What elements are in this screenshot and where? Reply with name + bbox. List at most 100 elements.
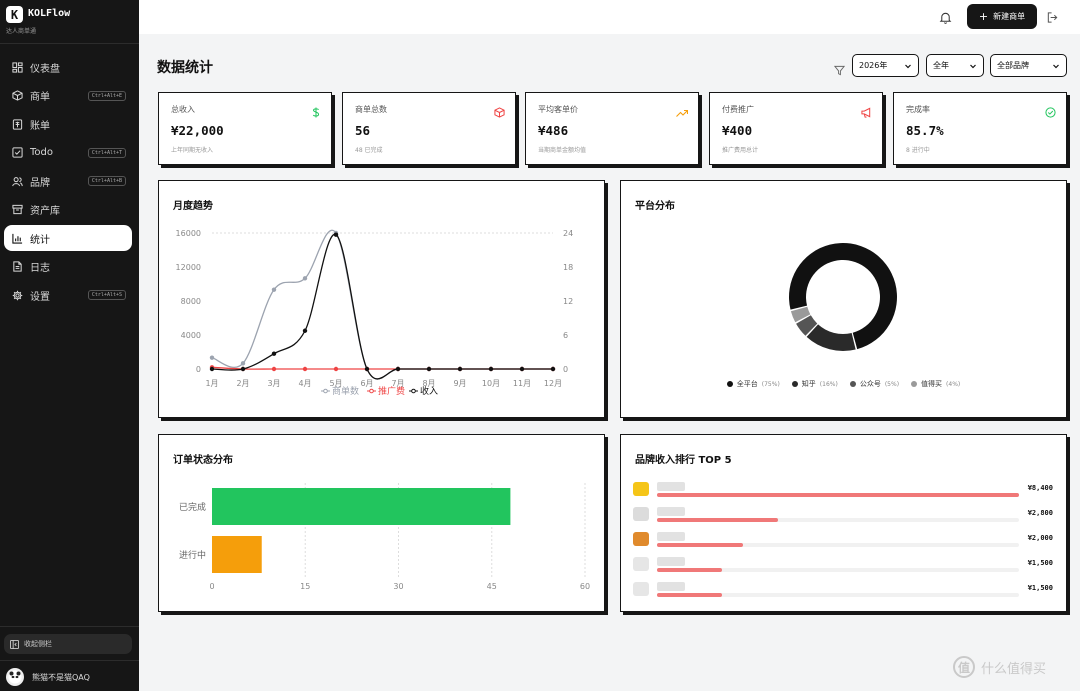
checkbox-icon	[11, 147, 23, 159]
x-tick-label: 4月	[298, 379, 311, 388]
legend-label: 值得买	[921, 380, 943, 388]
new-order-button[interactable]: + 新建商单	[967, 4, 1037, 29]
collapse-sidebar-button[interactable]: 收起侧栏	[4, 634, 132, 654]
bar-1	[212, 536, 262, 573]
year-select[interactable]: 2026年	[852, 54, 919, 77]
app-logo: K	[6, 6, 23, 23]
rank-bar-track	[657, 543, 1019, 547]
legend-item[interactable]: 全平台 (75%)	[726, 379, 780, 389]
x-tick-label: 3月	[267, 379, 280, 388]
shortcut-badge: Ctrl+Alt+B	[87, 176, 126, 186]
category-label: 进行中	[179, 549, 206, 561]
y-tick-label-left: 12000	[176, 263, 201, 272]
sidebar-item-label: 资产库	[30, 206, 60, 217]
legend-marker	[369, 388, 374, 394]
x-tick-label: 12月	[544, 379, 562, 388]
rank-bar-track	[657, 568, 1019, 572]
watermark-logo: 值	[953, 656, 975, 678]
sidebar-item-brands[interactable]: 品牌 Ctrl+Alt+B	[4, 168, 132, 194]
box-icon	[494, 103, 505, 122]
stat-subtext: 推广费用总计	[722, 147, 759, 154]
donut-legend: 全平台 (75%) 知乎 (16%) 公众号 (5%) 值得买 (4%)	[621, 379, 1066, 389]
plus-icon: +	[978, 9, 989, 23]
stat-card-promotion: 付费推广 ¥400 推广费用总计	[709, 92, 883, 165]
data-point	[333, 366, 339, 372]
app-name: KOLFlow	[28, 8, 71, 19]
data-point	[240, 361, 246, 366]
sidebar-item-label: 日志	[30, 263, 50, 274]
brand-rank-row[interactable]: ¥8,400	[633, 480, 1053, 500]
x-tick-label: 30	[393, 582, 403, 591]
brand-rank-row[interactable]: ¥1,500	[633, 555, 1053, 575]
shortcut-badge: Ctrl+Alt+E	[87, 90, 126, 101]
legend-item[interactable]: 知乎 (16%)	[791, 379, 838, 389]
brand-rank-row[interactable]: ¥2,000	[633, 530, 1053, 550]
x-tick-label: 10月	[482, 379, 500, 388]
chart-title: 订单状态分布	[173, 455, 233, 466]
donut-slice-3	[790, 306, 811, 323]
donut-slice-1	[806, 324, 856, 351]
y-tick-label-left: 4000	[181, 331, 201, 340]
data-point	[519, 366, 525, 372]
sidebar-item-todo[interactable]: Todo Ctrl+Alt+T	[4, 140, 132, 166]
chevron-down-icon	[904, 62, 912, 72]
legend-label: 公众号	[859, 380, 881, 388]
bell-icon[interactable]	[939, 9, 952, 28]
legend-item[interactable]: 值得买 (4%)	[911, 379, 960, 389]
bar-0	[212, 488, 511, 525]
monthly-trend-card: 月度趋势 0 4000 8000 12000 16000 0 6 12 18 24 1月 2月 3月 4月…	[158, 180, 605, 418]
data-point	[488, 366, 494, 372]
filter-icon	[833, 61, 846, 80]
stat-label: 付费推广	[722, 105, 754, 114]
rank-bar-fill	[657, 543, 744, 547]
sidebar-item-label: 仪表盘	[30, 63, 60, 75]
period-select[interactable]: 全年	[926, 54, 984, 77]
x-tick-label: 60	[580, 582, 590, 591]
sidebar-item-dashboard[interactable]: 仪表盘	[4, 54, 132, 80]
legend-label: 推广费	[378, 385, 405, 397]
sidebar-item-logs[interactable]: 日志	[4, 254, 132, 280]
sidebar-divider	[0, 660, 139, 661]
brand-revenue: ¥2,000	[1027, 534, 1053, 542]
brand[interactable]: K KOLFlow	[6, 6, 70, 23]
brand-rank-row[interactable]: ¥2,800	[633, 505, 1053, 525]
brand-thumbnail	[633, 507, 649, 521]
data-point	[302, 328, 308, 333]
x-tick-label: 6月	[360, 379, 373, 388]
megaphone-icon	[861, 103, 872, 122]
logout-icon[interactable]	[1046, 9, 1059, 28]
monthly-trend-chart: 0 4000 8000 12000 16000 0 6 12 18 24 1月 2月 3月 4月 5月 6月 7…	[176, 229, 574, 397]
y-tick-label-left: 8000	[181, 297, 201, 306]
sidebar-item-label: 账单	[30, 120, 50, 132]
x-tick-label: 0	[209, 582, 214, 591]
legend-item[interactable]: 公众号 (5%)	[849, 379, 899, 389]
brand-rank-row[interactable]: ¥1,500	[633, 580, 1053, 600]
brand-thumbnail	[633, 482, 649, 496]
sidebar-item-stats[interactable]: 统计	[4, 225, 132, 251]
brand-thumbnail	[633, 532, 649, 546]
sidebar-item-assets[interactable]: 资产库	[4, 197, 132, 223]
user-profile[interactable]: 熊猫不是猫QAQ	[6, 668, 90, 686]
sidebar-item-settings[interactable]: 设置 Ctrl+Alt+S	[4, 282, 132, 308]
brand-select[interactable]: 全部品牌	[990, 54, 1067, 77]
legend-swatch	[791, 381, 798, 387]
settings-icon	[11, 289, 23, 301]
y-tick-label-right: 6	[563, 331, 568, 340]
data-point	[333, 232, 339, 237]
chevron-down-icon	[1052, 62, 1060, 72]
dollar-icon	[311, 103, 321, 122]
rank-bar-fill	[657, 568, 722, 572]
stat-subtext: 8 进行中	[906, 147, 930, 154]
stat-subtext: 上年同期无收入	[171, 147, 214, 154]
y-tick-label-right: 24	[563, 229, 573, 238]
sidebar-item-label: 商单	[30, 92, 50, 103]
legend-percent: (75%)	[761, 380, 780, 388]
stat-value: ¥400	[722, 123, 753, 138]
legend-label: 收入	[420, 385, 438, 397]
sidebar-item-bills[interactable]: 账单	[4, 111, 132, 137]
sidebar-item-orders[interactable]: 商单 Ctrl+Alt+E	[4, 83, 132, 109]
x-tick-label: 9月	[453, 379, 466, 388]
data-point	[271, 351, 277, 356]
year-select-value: 2026年	[859, 61, 888, 70]
brand-select-value: 全部品牌	[997, 61, 1029, 70]
